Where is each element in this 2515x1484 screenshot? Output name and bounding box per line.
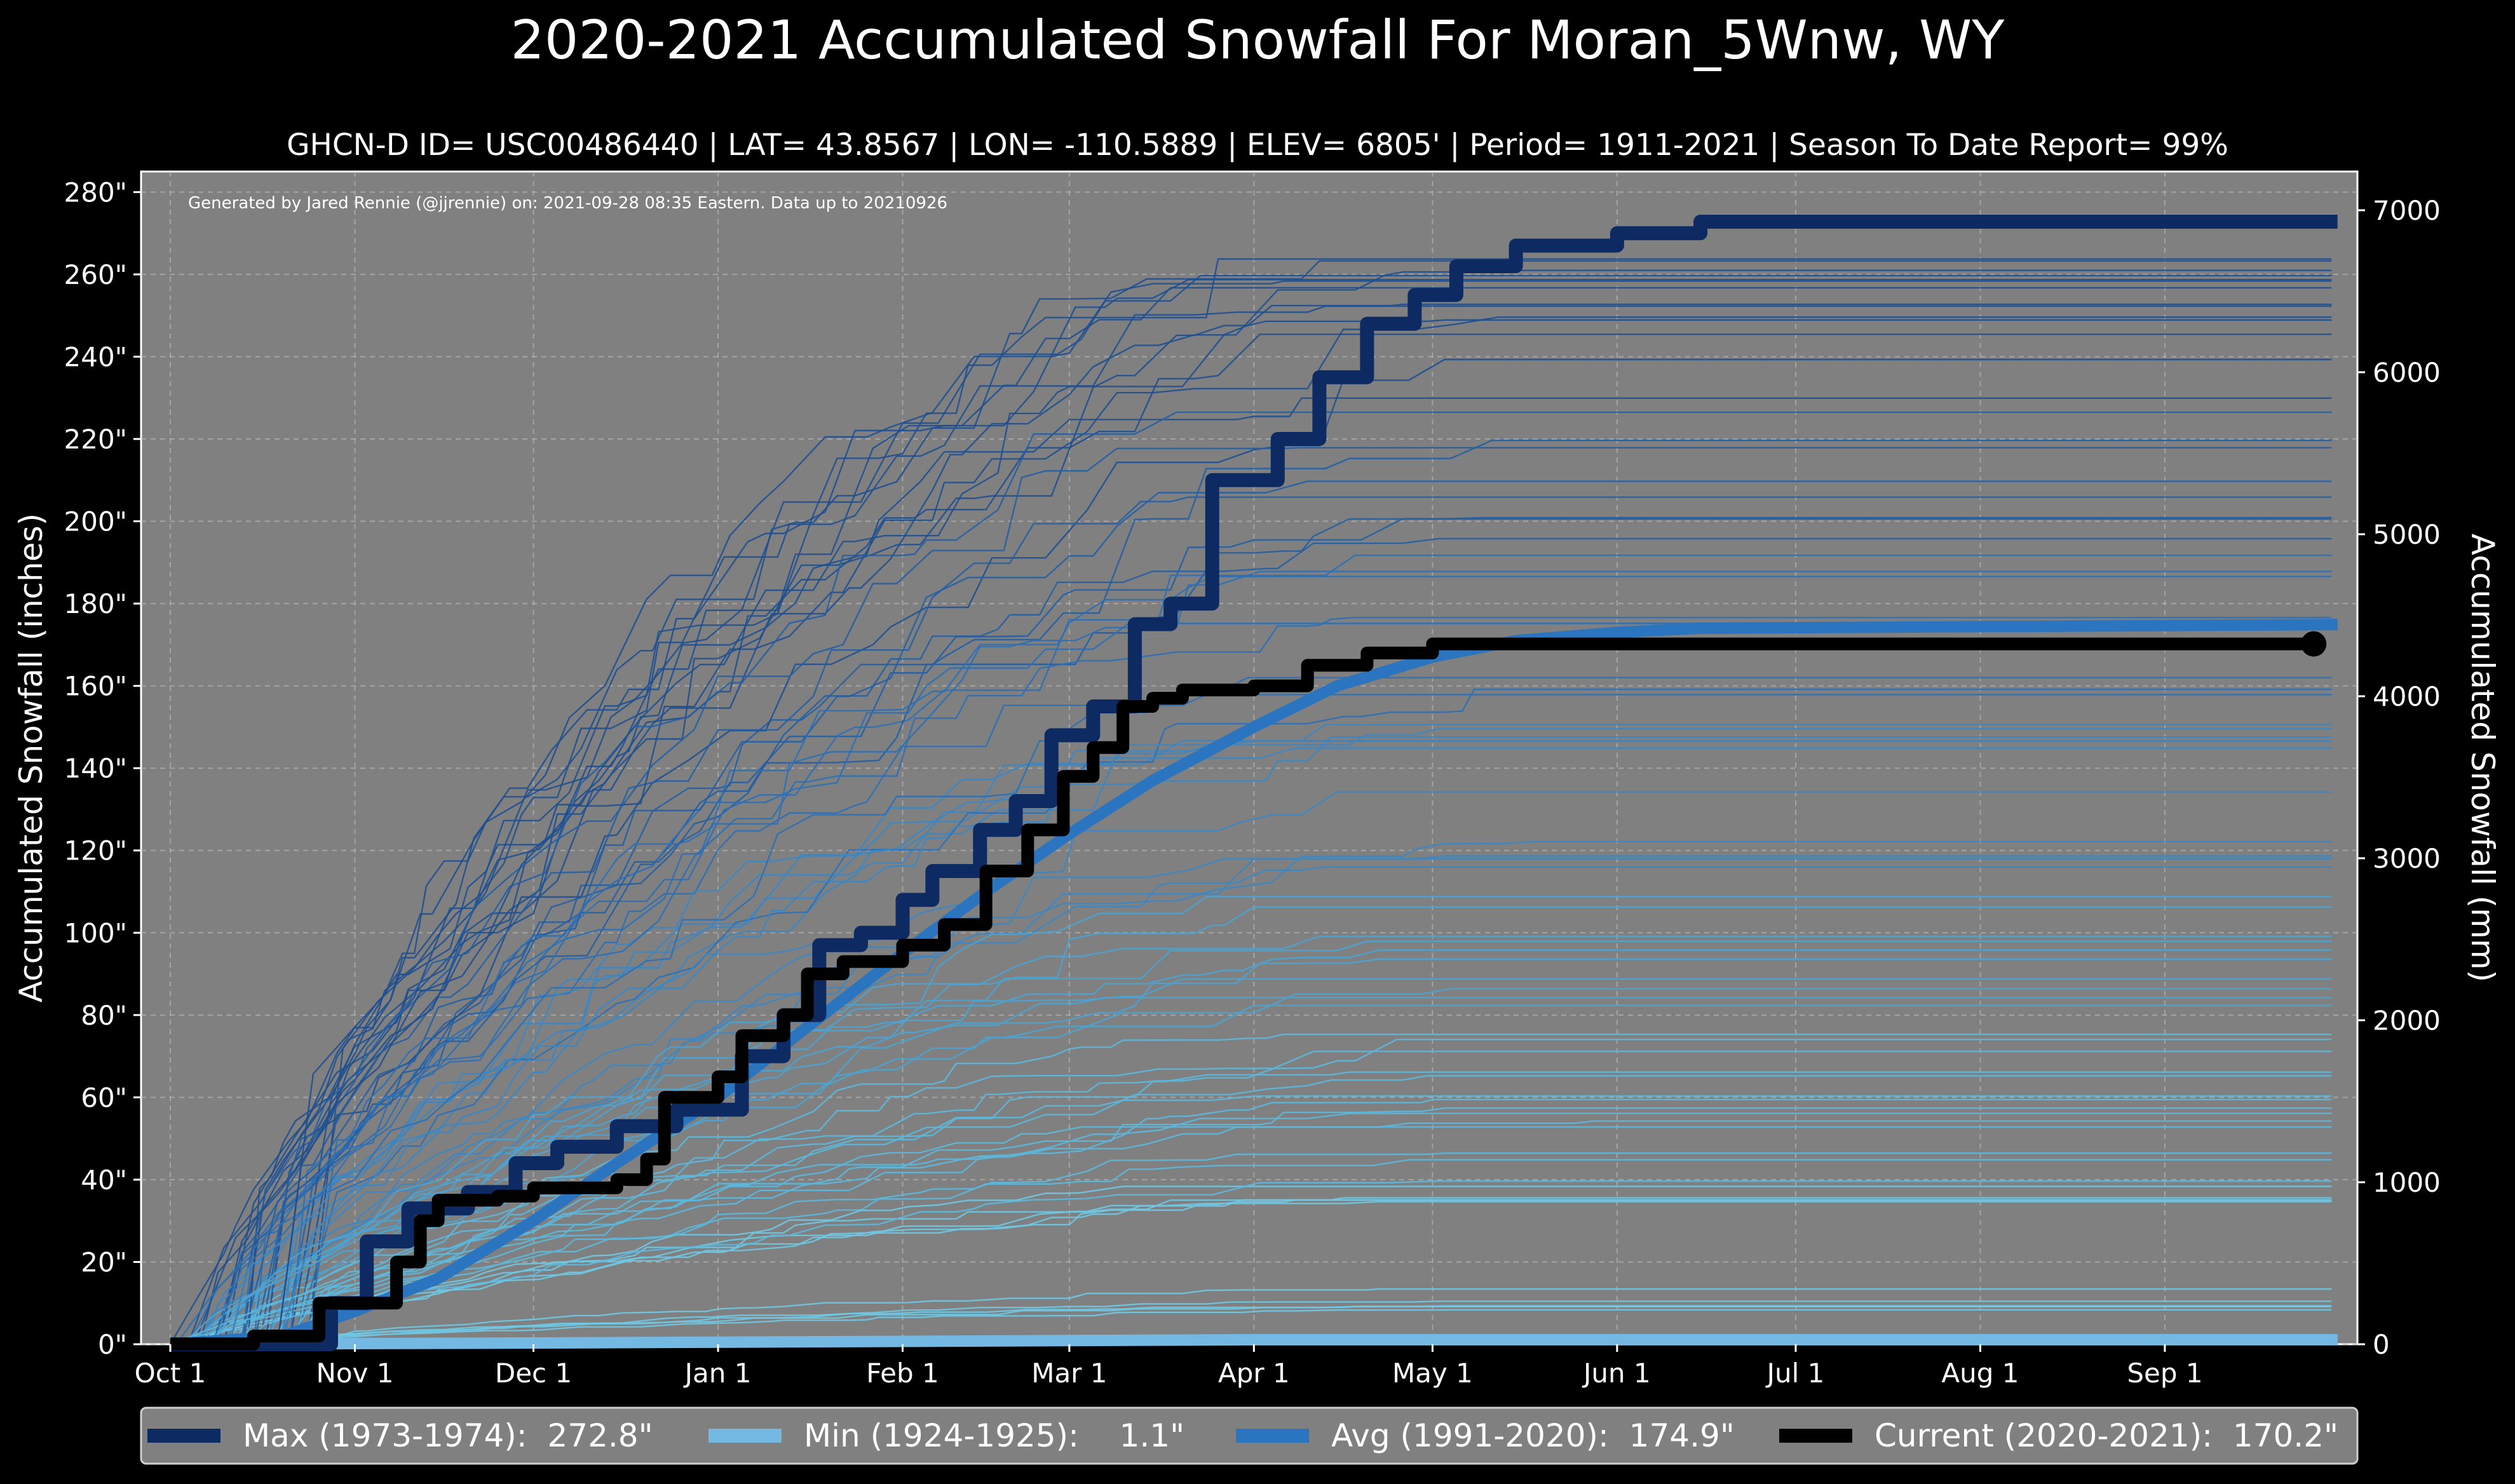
y-right-tick-label: 5000 (2373, 519, 2441, 550)
current-series-line (170, 637, 2314, 1351)
historical-season-line (170, 616, 2332, 1346)
y-axis-right: 0 1000 2000 3000 4000 5000 6000 7000 (2357, 195, 2441, 1360)
y-right-tick-label: 6000 (2373, 357, 2441, 388)
historical-season-line (170, 518, 2332, 1346)
y-tick-label: 140" (64, 753, 127, 784)
y-tick-label: 0" (98, 1329, 127, 1360)
plot-area: Generated by Jared Rennie (@jjrennie) on… (140, 170, 2359, 1351)
y-right-tick-label: 2000 (2373, 1005, 2441, 1036)
historical-season-line (170, 1050, 2332, 1346)
historical-season-line (170, 1309, 2332, 1346)
y-axis-label-left: Accumulated Snowfall (inches) (13, 513, 50, 1002)
historical-season-line (170, 1120, 2332, 1346)
y-tick-label: 240" (64, 341, 127, 372)
x-tick-label: Dec 1 (495, 1358, 572, 1389)
historical-season-line (170, 677, 2332, 1346)
y-tick-label: 40" (81, 1164, 127, 1196)
historical-season-line (170, 287, 2332, 1346)
historical-season-line (170, 319, 2332, 1346)
historical-season-line (170, 1288, 2332, 1346)
current-endpoint-marker (2301, 631, 2327, 657)
y-tick-label: 60" (81, 1082, 127, 1113)
y-tick-label: 280" (64, 177, 127, 208)
x-tick-label: Jan 1 (683, 1358, 752, 1389)
legend: Max (1973-1974): 272.8" Min (1924-1925): … (140, 1406, 2359, 1465)
historical-season-line (170, 1071, 2332, 1346)
historical-season-line (170, 305, 2332, 1346)
historical-season-line (170, 1039, 2332, 1346)
y-right-tick-label: 4000 (2373, 681, 2441, 712)
y-axis-left: 0" 20" 40" 60" 80" 100" 120" 140" 160" 180" 200" 22… (64, 177, 141, 1360)
x-tick-label: Oct 1 (135, 1358, 207, 1389)
historical-season-line (170, 258, 2332, 1346)
min-series-line (170, 1333, 2338, 1350)
legend-label: Avg (1991-2020): 174.9" (1331, 1417, 1735, 1454)
y-tick-label: 160" (64, 671, 127, 702)
x-tick-label: Aug 1 (1941, 1358, 2019, 1389)
historical-season-line (170, 480, 2332, 1346)
legend-label: Current (2020-2021): 170.2" (1874, 1417, 2338, 1454)
credit-text: Generated by Jared Rennie (@jjrennie) on… (188, 194, 947, 213)
historical-season-line (170, 260, 2332, 1346)
y-tick-label: 260" (64, 259, 127, 290)
chart-title: 2020-2021 Accumulated Snowfall For Moran… (510, 9, 2005, 71)
legend-swatch (1779, 1429, 1852, 1443)
historical-season-line (170, 570, 2332, 1346)
legend-swatch (708, 1429, 782, 1443)
chart-subtitle: GHCN-D ID= USC00486440 | LAT= 43.8567 | … (287, 128, 2228, 163)
historical-season-line (170, 274, 2332, 1346)
historical-season-line (170, 576, 2332, 1346)
y-tick-label: 20" (81, 1246, 127, 1278)
historical-season-line (170, 303, 2332, 1346)
historical-season-line (170, 1305, 2332, 1346)
legend-label: Min (1924-1925): 1.1" (804, 1417, 1184, 1454)
x-tick-label: Apr 1 (1218, 1358, 1290, 1389)
historical-season-line (170, 496, 2332, 1346)
x-tick-label: Jun 1 (1582, 1358, 1651, 1389)
historical-season-line (170, 1033, 2332, 1346)
historical-season-line (170, 1126, 2332, 1346)
y-right-tick-label: 7000 (2373, 195, 2441, 226)
x-tick-label: Feb 1 (866, 1358, 939, 1389)
historical-season-line (170, 280, 2332, 1346)
historical-season-line (170, 1300, 2332, 1346)
historical-season-line (170, 866, 2332, 1346)
historical-season-line (170, 906, 2332, 1346)
x-tick-label: Jul 1 (1765, 1358, 1825, 1389)
series-lines (170, 215, 2338, 1351)
historical-season-line (170, 411, 2332, 1346)
y-tick-label: 180" (64, 588, 127, 619)
x-tick-label: May 1 (1392, 1358, 1473, 1389)
historical-season-line (170, 623, 2332, 1346)
y-axis-label-right: Accumulated Snowfall (mm) (2464, 534, 2501, 982)
historical-season-line (170, 1107, 2332, 1346)
legend-swatch (147, 1429, 220, 1443)
legend-label: Max (1973-1974): 272.8" (243, 1417, 653, 1454)
x-tick-label: Nov 1 (316, 1358, 393, 1389)
y-tick-label: 100" (64, 917, 127, 948)
y-tick-label: 80" (81, 1000, 127, 1031)
historical-season-line (170, 334, 2332, 1346)
legend-swatch (1236, 1429, 1309, 1443)
historical-season-line (170, 1075, 2332, 1346)
x-tick-label: Sep 1 (2127, 1358, 2202, 1389)
x-axis: Oct 1 Nov 1 Dec 1 Jan 1 Feb 1 Mar 1 Apr 1 May 1… (135, 1344, 2203, 1389)
y-tick-label: 200" (64, 506, 127, 537)
y-tick-label: 120" (64, 835, 127, 867)
y-right-tick-label: 3000 (2373, 843, 2441, 874)
historical-season-line (170, 740, 2332, 1346)
y-right-tick-label: 1000 (2373, 1167, 2441, 1198)
historical-season-line (170, 736, 2332, 1346)
x-tick-label: Mar 1 (1031, 1358, 1107, 1389)
y-right-tick-label: 0 (2373, 1329, 2390, 1360)
y-tick-label: 220" (64, 424, 127, 455)
historical-season-line (170, 447, 2332, 1346)
